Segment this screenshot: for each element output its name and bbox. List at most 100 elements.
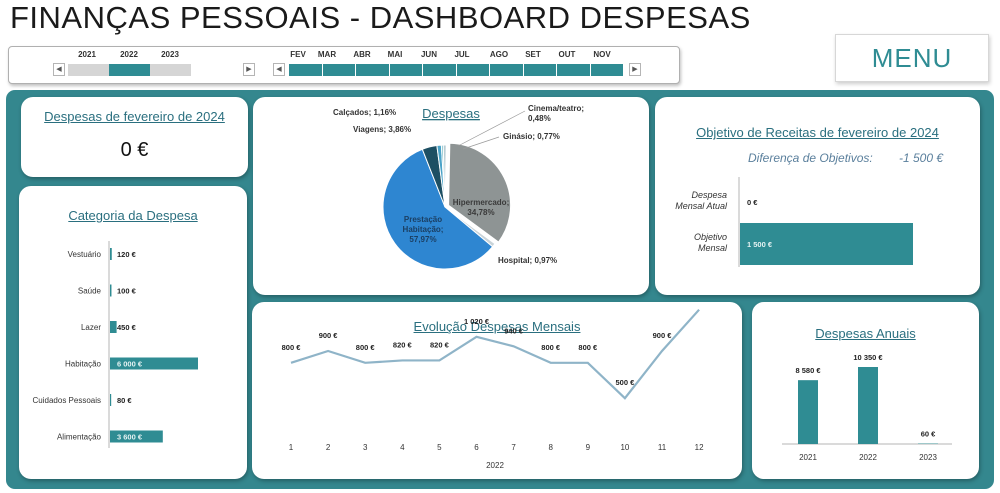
goal-category-label: Objetivo [694,232,727,242]
annual-title: Despesas Anuais [815,326,916,341]
year-segment-2022[interactable] [109,64,150,76]
category-bar [110,284,112,297]
annual-bar [858,367,878,444]
category-value-label: 100 € [117,287,137,296]
category-value-label: 450 € [117,323,137,332]
evolution-xlabel: 2022 [486,461,504,470]
category-label: Alimentação [57,433,102,442]
category-value-label: 120 € [117,250,137,259]
goal-diff-label: Diferença de Objetivos: [748,151,873,165]
monthly-expense-value: 0 € [120,139,149,161]
year-segment-2021[interactable] [68,64,109,76]
category-bar [110,357,198,370]
month-divider [456,64,457,76]
month-label-mar: MAR [317,50,337,59]
arrow-right-icon[interactable]: ▶ [629,63,641,76]
pie-leader-line [457,110,526,147]
evolution-tick-label: 2 [326,443,331,452]
pie-slice-label: 34,78% [467,208,494,217]
month-label-set: SET [525,50,541,59]
annual-chart: 8 580 € 2021 10 350 € 2022 60 € 2023 [782,353,952,462]
page-title: FINANÇAS PESSOAIS - DASHBOARD DESPESAS [10,0,751,35]
pie-slice-label: Calçados; 1,16% [333,108,396,117]
annual-bar [798,380,818,444]
pie-slice-label: 57,97% [409,235,436,244]
month-track[interactable] [289,64,623,76]
pie-slice-label: Habitação; [403,225,444,234]
month-divider [355,64,356,76]
month-label-abr: ABR [353,50,371,59]
pie-slice [442,144,447,208]
month-label-out: OUT [558,50,576,59]
year-label-2021: 2021 [78,50,96,59]
evolution-data-label: 800 € [541,343,561,352]
goal-category-label: Mensal Atual [675,201,728,211]
evolution-tick-label: 1 [289,443,294,452]
month-label-fev: FEV [290,50,306,59]
goal-title: Objetivo de Receitas de fevereiro de 202… [696,125,939,140]
evolution-data-label: 800 € [578,343,598,352]
annual-value-label: 8 580 € [795,366,821,375]
category-card: Categoria da Despesa Vestuário 120 € Saúde… [19,186,247,479]
pie-leader-line [462,136,500,150]
evolution-data-label: 800 € [356,343,376,352]
evolution-tick-label: 11 [658,443,667,452]
month-divider [590,64,591,76]
pie-slice-label: Cinema/teatro; [528,104,584,113]
category-value-label: 6 000 € [117,360,143,369]
category-chart: Vestuário 120 € Saúde 100 € Lazer 450 € Habita… [33,241,198,448]
goal-category-label: Mensal [698,243,728,253]
evolution-card: Evolução Despesas Mensais 800 €1 900 €2 80… [252,302,742,479]
evolution-tick-label: 12 [695,443,704,452]
month-label-jun: JUN [420,50,437,59]
date-slicer[interactable]: ◀ 2021 2022 2023 ▶ ◀ FEV MAR ABR MAI JUN… [8,46,680,84]
monthly-expense-card: Despesas de fevereiro de 2024 0 € [21,97,248,177]
menu-button[interactable]: MENU [835,34,989,82]
arrow-left-icon[interactable]: ◀ [53,63,65,76]
evolution-data-label: 820 € [430,340,450,349]
goal-value-label: 1 500 € [747,240,773,249]
arrow-right-icon[interactable]: ▶ [243,63,255,76]
pie-slice-label: Ginásio; 0,77% [503,132,560,141]
pie-slice-label: 0,48% [528,114,551,123]
category-value-label: 80 € [117,396,132,405]
annual-card: Despesas Anuais 8 580 € 2021 10 350 € 2022 6… [752,302,979,479]
month-divider [389,64,390,76]
goal-value-label: 0 € [747,198,758,207]
category-label: Habitação [65,360,102,369]
evolution-data-label: 900 € [653,331,673,340]
goal-category-label: Despesa [691,190,727,200]
goal-card: Objetivo de Receitas de fevereiro de 202… [655,97,980,295]
category-label: Vestuário [68,250,102,259]
arrow-left-icon[interactable]: ◀ [273,63,285,76]
evolution-tick-label: 8 [548,443,553,452]
category-bar [110,248,112,260]
evolution-tick-label: 7 [511,443,516,452]
goal-bar [740,223,913,265]
pie-title: Despesas [422,106,480,121]
pie-slice-label: Hipermercado; [453,198,509,207]
annual-tick-label: 2022 [859,453,877,462]
year-track[interactable] [68,64,191,76]
evolution-series-line [290,308,700,400]
evolution-tick-label: 5 [437,443,442,452]
dashboard-board: Despesas de fevereiro de 2024 0 € Catego… [6,90,994,489]
category-label: Lazer [81,323,101,332]
year-segment-2023[interactable] [150,64,191,76]
year-label-2022: 2022 [120,50,138,59]
category-label: Cuidados Pessoais [33,396,101,405]
category-bar [110,321,117,333]
evolution-data-label: 900 € [319,331,339,340]
pie-slice-label: Prestação [404,215,442,224]
evolution-data-label: 500 € [616,378,636,387]
evolution-chart: 800 € 1 900 € 2 800 € 3 820 € 4 820 € 5 1 020 € 6 94… [282,308,704,470]
pie-card: Despesas Prestação Habitação; 57,97% Hiperm… [253,97,649,295]
month-label-mai: MAI [387,50,403,59]
month-divider [322,64,323,76]
pie-slice [448,142,512,243]
year-label-2023: 2023 [161,50,179,59]
evolution-data-label: 1 020 € [464,317,490,326]
evolution-data-label: 820 € [393,340,413,349]
goal-diff-value: -1 500 € [899,151,944,165]
